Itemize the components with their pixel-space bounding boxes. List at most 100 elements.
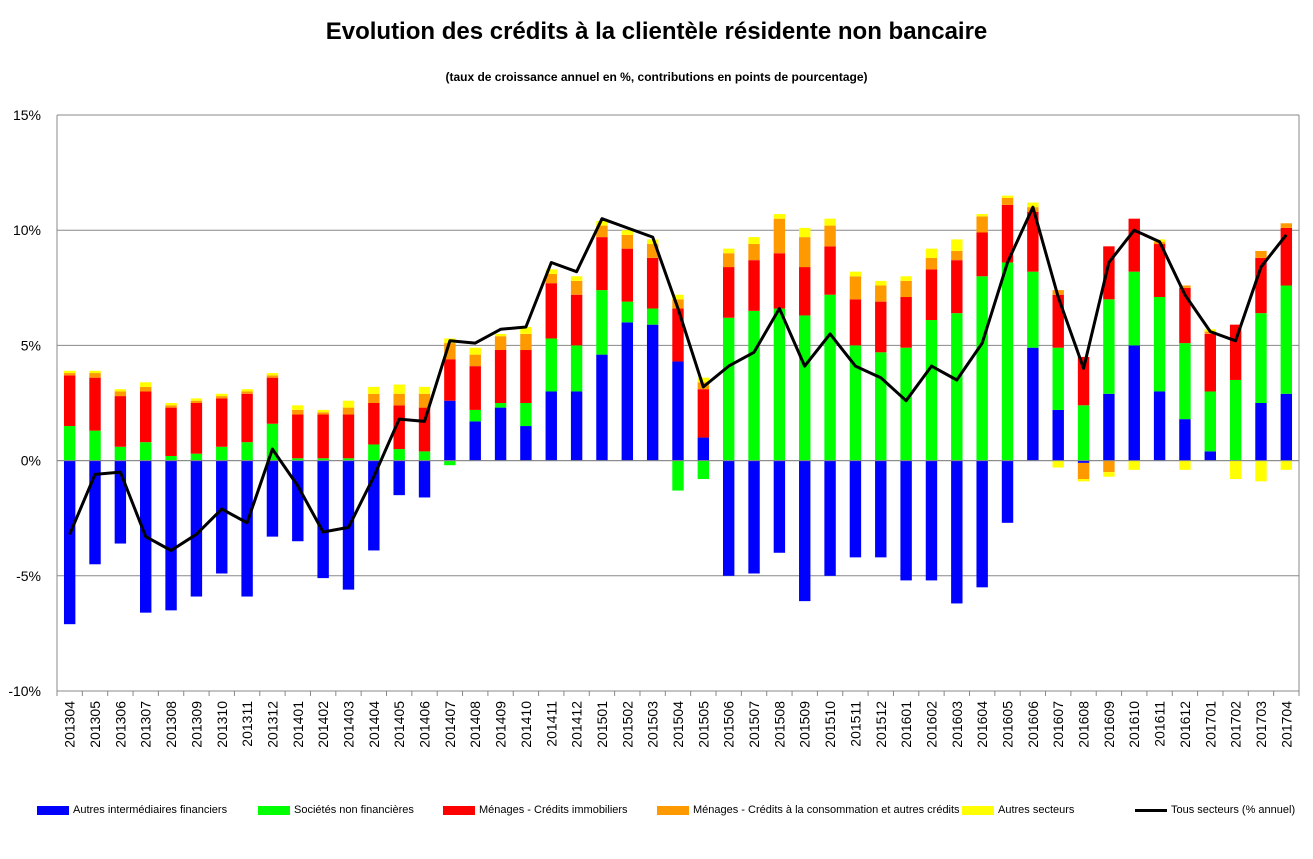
- bar-segment: [773, 214, 786, 219]
- bar-segment: [722, 267, 735, 318]
- bar-segment: [900, 280, 912, 298]
- bar-segment: [849, 299, 862, 346]
- x-tick-label: 201504: [670, 701, 686, 748]
- bar-segment: [469, 347, 481, 355]
- bar-segment: [1255, 313, 1267, 403]
- legend-item: Ménages - Crédits à la consommation et a…: [657, 804, 960, 816]
- bar-segment: [596, 354, 608, 461]
- bar-segment: [1179, 287, 1191, 344]
- x-tick-label: 201609: [1101, 701, 1117, 748]
- x-tick-label: 201606: [1025, 701, 1041, 748]
- bar-segment: [1280, 227, 1293, 286]
- bar-segment: [241, 442, 253, 461]
- bar-segment: [114, 460, 127, 544]
- bar-segment: [1179, 343, 1191, 420]
- legend-swatch: [443, 805, 475, 815]
- bar-segment: [342, 400, 355, 408]
- bar-segment: [216, 446, 228, 461]
- bar-segment: [1280, 285, 1293, 394]
- bar-segment: [951, 313, 963, 461]
- bar-segment: [1280, 460, 1293, 470]
- bar-segment: [418, 407, 431, 452]
- bar-segment: [317, 409, 329, 413]
- bar-segment: [494, 333, 507, 337]
- bar-segment: [520, 426, 532, 461]
- bar-segment: [216, 393, 228, 397]
- bar-segment: [596, 220, 608, 226]
- bar-segment: [494, 350, 507, 403]
- bar-segment: [672, 294, 684, 300]
- bar-segment: [393, 449, 405, 461]
- bar-segment: [799, 267, 811, 316]
- bar-segment: [621, 230, 634, 235]
- legend-item: Sociétés non financières: [258, 804, 414, 816]
- x-tick-label: 201308: [163, 701, 179, 748]
- bar-segment: [748, 310, 760, 461]
- bar-segment: [849, 345, 862, 461]
- bar-segment: [951, 239, 963, 251]
- bar-segment: [925, 269, 938, 321]
- x-tick-label: 201407: [442, 701, 458, 748]
- bar-segment: [63, 460, 76, 625]
- bar-segment: [418, 460, 431, 498]
- bar-segment: [317, 458, 329, 461]
- legend-label: Ménages - Crédits à la consommation et a…: [693, 804, 960, 816]
- x-tick-label: 201405: [391, 701, 407, 748]
- bar-segment: [520, 333, 532, 351]
- bar-segment: [190, 398, 203, 401]
- bar-segment: [1229, 460, 1242, 480]
- bar-segment: [1052, 294, 1064, 348]
- bar-segment: [1229, 379, 1242, 461]
- bar-segment: [444, 460, 456, 466]
- bar-segment: [925, 248, 938, 258]
- bar-segment: [925, 257, 938, 270]
- bar-segment: [596, 290, 608, 355]
- bar-segment: [849, 271, 862, 277]
- bar-segment: [1077, 460, 1090, 463]
- bar-segment: [114, 396, 127, 447]
- bar-segment: [1255, 250, 1267, 258]
- bar-segment: [342, 458, 355, 461]
- bar-segment: [697, 377, 710, 383]
- legend-swatch: [657, 805, 689, 815]
- bar-segment: [1103, 299, 1115, 394]
- bar-segment: [368, 460, 380, 551]
- bar-segment: [140, 382, 152, 387]
- bar-segment: [63, 370, 76, 374]
- bar-segment: [1128, 460, 1140, 470]
- bar-segment: [418, 451, 431, 461]
- x-tick-label: 201503: [645, 701, 661, 748]
- bar-segment: [951, 460, 963, 604]
- bar-segment: [545, 283, 557, 339]
- bar-segment: [63, 373, 76, 376]
- bar-segment: [266, 423, 279, 461]
- bar-segment: [140, 386, 152, 392]
- bar-segment: [317, 460, 329, 579]
- bar-segment: [393, 384, 405, 394]
- bar-segment: [1103, 246, 1115, 300]
- bar-segment: [292, 458, 304, 461]
- bar-segment: [241, 460, 253, 597]
- bar-segment: [596, 237, 608, 291]
- bar-segment: [63, 375, 76, 427]
- bar-segment: [444, 359, 456, 401]
- x-tick-label: 201612: [1177, 701, 1193, 748]
- chart-legend: Autres intermédiaires financiers Sociétés…: [0, 804, 1313, 824]
- legend-swatch: [258, 805, 290, 815]
- bar-segment: [165, 405, 177, 408]
- bar-segment: [976, 276, 988, 461]
- bar-segment: [190, 453, 203, 461]
- bar-segment: [951, 250, 963, 261]
- bar-segment: [520, 403, 532, 427]
- bar-segment: [292, 405, 304, 410]
- bar-segment: [697, 437, 710, 461]
- bar-segment: [722, 248, 735, 254]
- bar-segment: [114, 391, 127, 397]
- bar-segment: [494, 407, 507, 461]
- legend-item: Autres secteurs: [962, 804, 1074, 816]
- legend-label: Autres intermédiaires financiers: [73, 804, 228, 816]
- bar-segment: [63, 426, 76, 461]
- bar-segment: [469, 421, 481, 461]
- bar-segment: [520, 350, 532, 403]
- bar-segment: [900, 297, 912, 348]
